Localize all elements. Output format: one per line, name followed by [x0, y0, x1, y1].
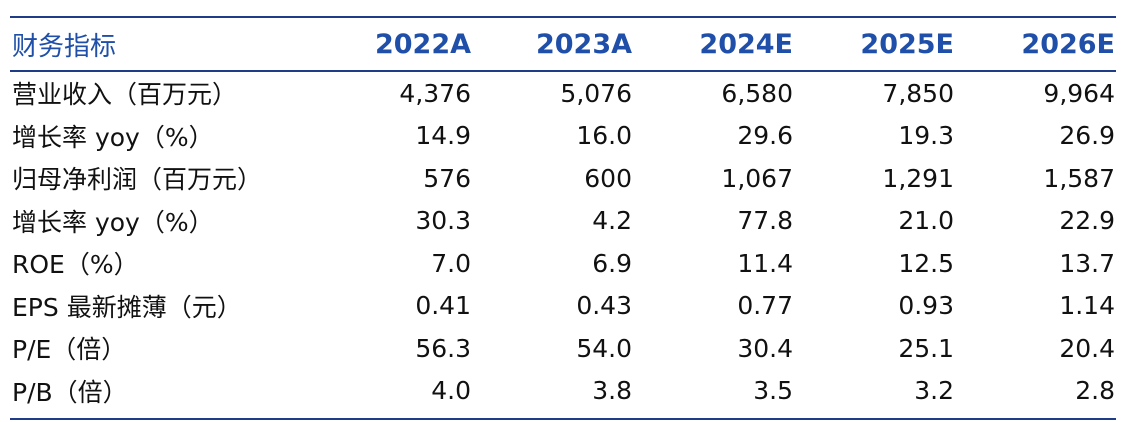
table-cell: 4.2	[592, 206, 632, 236]
table-cell: 26.9	[1059, 121, 1115, 151]
table-cell: 3.2	[914, 376, 954, 406]
table-header-row: 财务指标 2022A 2023A 2024E 2025E 2026E	[10, 18, 1116, 70]
table-row-roe: ROE（%） 7.0 6.9 11.4 12.5 13.7	[10, 242, 1116, 285]
header-year-2025e: 2025E	[860, 28, 954, 60]
table-cell: 0.77	[737, 291, 793, 321]
header-year-2022a: 2022A	[374, 28, 471, 60]
table-cell: 5,076	[560, 78, 632, 108]
row-label: P/E（倍）	[12, 335, 127, 365]
table-cell: 13.7	[1059, 248, 1115, 278]
table-cell: 7.0	[431, 248, 471, 278]
row-label: 增长率 yoy（%）	[12, 122, 214, 152]
table-cell: 29.6	[737, 121, 793, 151]
table-cell: 30.3	[415, 206, 471, 236]
table-cell: 21.0	[898, 206, 954, 236]
header-year-2023a: 2023A	[535, 28, 632, 60]
table-cell: 0.93	[898, 291, 954, 321]
table-row-revenue: 营业收入（百万元） 4,376 5,076 6,580 7,850 9,964	[10, 72, 1116, 115]
table-cell: 1,067	[721, 163, 793, 193]
row-label: 增长率 yoy（%）	[12, 207, 214, 237]
table-row-revenue-growth: 增长率 yoy（%） 14.9 16.0 29.6 19.3 26.9	[10, 115, 1116, 158]
table-cell: 1.14	[1059, 291, 1115, 321]
table-body: 营业收入（百万元） 4,376 5,076 6,580 7,850 9,964 …	[10, 72, 1116, 418]
row-label: ROE（%）	[12, 250, 139, 280]
row-label: 归母净利润（百万元）	[12, 165, 263, 195]
table-cell: 16.0	[576, 121, 632, 151]
table-cell: 9,964	[1043, 78, 1115, 108]
table-cell: 600	[584, 163, 632, 193]
table-cell: 7,850	[882, 78, 954, 108]
table-cell: 12.5	[898, 248, 954, 278]
row-label: 营业收入（百万元）	[12, 80, 238, 110]
financial-indicators-table: 财务指标 2022A 2023A 2024E 2025E 2026E 营业收入（…	[10, 16, 1116, 420]
table-row-net-profit-growth: 增长率 yoy（%） 30.3 4.2 77.8 21.0 22.9	[10, 200, 1116, 243]
row-label: EPS 最新摊薄（元）	[12, 292, 242, 322]
table-cell: 77.8	[737, 206, 793, 236]
bottom-rule	[10, 418, 1116, 420]
table-cell: 4.0	[431, 376, 471, 406]
header-year-2024e: 2024E	[699, 28, 793, 60]
table-cell: 54.0	[576, 333, 632, 363]
table-cell: 25.1	[898, 333, 954, 363]
table-cell: 576	[423, 163, 471, 193]
table-cell: 6,580	[721, 78, 793, 108]
table-cell: 14.9	[415, 121, 471, 151]
table-cell: 11.4	[737, 248, 793, 278]
table-cell: 20.4	[1059, 333, 1115, 363]
table-cell: 6.9	[592, 248, 632, 278]
table-row-pe: P/E（倍） 56.3 54.0 30.4 25.1 20.4	[10, 327, 1116, 370]
table-cell: 19.3	[898, 121, 954, 151]
header-rule	[10, 70, 1116, 72]
table-cell: 30.4	[737, 333, 793, 363]
table-cell: 2.8	[1075, 376, 1115, 406]
table-cell: 56.3	[415, 333, 471, 363]
table-cell: 3.8	[592, 376, 632, 406]
table-cell: 0.43	[576, 291, 632, 321]
table-cell: 4,376	[399, 78, 471, 108]
header-year-2026e: 2026E	[1021, 28, 1115, 60]
top-rule	[10, 16, 1116, 18]
row-label: P/B（倍）	[12, 377, 128, 407]
header-label: 财务指标	[12, 31, 117, 62]
table-row-net-profit: 归母净利润（百万元） 576 600 1,067 1,291 1,587	[10, 157, 1116, 200]
table-row-eps: EPS 最新摊薄（元） 0.41 0.43 0.77 0.93 1.14	[10, 285, 1116, 328]
table-cell: 3.5	[753, 376, 793, 406]
table-row-pb: P/B（倍） 4.0 3.8 3.5 3.2 2.8	[10, 370, 1116, 413]
table-cell: 1,291	[882, 163, 954, 193]
table-cell: 1,587	[1043, 163, 1115, 193]
table-cell: 22.9	[1059, 206, 1115, 236]
table-cell: 0.41	[415, 291, 471, 321]
